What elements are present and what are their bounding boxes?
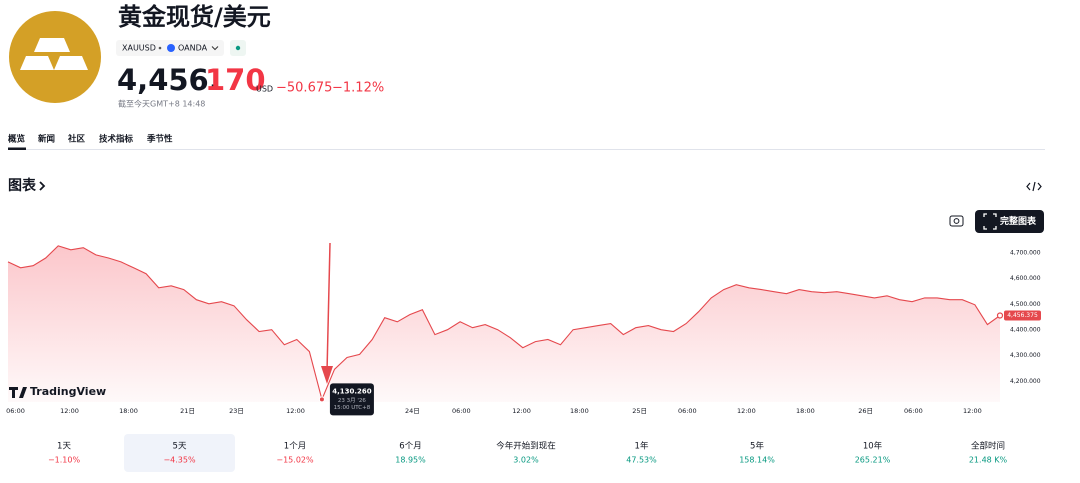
- embed-button[interactable]: [1026, 181, 1042, 192]
- x-tick-label: 26日: [858, 407, 873, 415]
- tooltip-value: 4,130.260: [332, 387, 372, 395]
- tab[interactable]: 概览: [8, 134, 26, 145]
- exchange-name: OANDA: [178, 44, 208, 53]
- x-tick-label: 24日: [405, 407, 420, 415]
- price-main: 4,456.: [117, 63, 220, 97]
- price-decimals: 170: [205, 63, 266, 97]
- price-change: −50.675: [276, 81, 332, 96]
- tab-bar: 概览 新闻 社区 技术指标 季节性: [8, 134, 173, 145]
- x-tick-label: 12:00: [512, 407, 531, 415]
- period-label[interactable]: 6个月: [399, 442, 421, 452]
- tab[interactable]: 季节性: [146, 134, 173, 145]
- x-tick-label: 21日: [180, 407, 195, 415]
- period-label[interactable]: 今年开始到现在: [496, 441, 556, 452]
- period-label[interactable]: 10年: [863, 441, 883, 452]
- active-tab-underline: [8, 147, 26, 150]
- y-tick-label: 4,200.000: [1010, 378, 1041, 385]
- period-change[interactable]: 3.02%: [513, 456, 539, 465]
- price-currency: USD: [256, 85, 273, 94]
- snapshot-button[interactable]: [949, 215, 964, 227]
- full-chart-label[interactable]: 完整图表: [1000, 215, 1037, 227]
- price-change-percent: −1.12%: [332, 81, 384, 96]
- x-tick-label: 06:00: [904, 407, 923, 415]
- annotation-arrow: [321, 242, 333, 384]
- tooltip-point: [318, 396, 325, 403]
- full-chart-button[interactable]: [975, 210, 1044, 233]
- tooltip-box: [329, 383, 374, 416]
- market-open-dot: [235, 45, 241, 51]
- period-change[interactable]: 18.95%: [395, 456, 426, 465]
- period-change[interactable]: 265.21%: [855, 456, 891, 465]
- x-tick-label: 12:00: [737, 407, 756, 415]
- last-point: [996, 312, 1004, 319]
- x-tick-label: 23日: [229, 407, 244, 415]
- period-change[interactable]: −4.35%: [163, 456, 196, 465]
- y-tick-label: 4,700.000: [1010, 249, 1041, 256]
- selected-period-bg: [124, 434, 235, 472]
- last-price-tag: [1004, 310, 1041, 321]
- x-tick-label: 06:00: [6, 407, 25, 415]
- x-tick-label: 25日: [632, 407, 647, 415]
- period-label[interactable]: 5天: [173, 442, 187, 452]
- period-change[interactable]: −15.02%: [276, 456, 314, 465]
- period-label[interactable]: 1天: [57, 442, 71, 452]
- symbol-logo: [9, 11, 101, 103]
- tab[interactable]: 技术指标: [99, 134, 134, 145]
- x-tick-label: 06:00: [678, 407, 697, 415]
- x-tick-label: 12:00: [286, 407, 305, 415]
- chart: 4,200.000 4,300.000 4,400.000 4,500.000 4,60…: [6, 245, 1041, 416]
- dropdown-chevron[interactable]: [211, 46, 219, 51]
- period-label[interactable]: 5年: [750, 441, 764, 452]
- period-change[interactable]: 21.48 K%: [969, 456, 1008, 465]
- last-price-label: 4,456.375: [1007, 312, 1038, 319]
- y-tick-label: 4,400.000: [1010, 327, 1041, 334]
- fullscreen-icon: [983, 213, 997, 230]
- section-chevron[interactable]: [39, 181, 46, 191]
- period-change[interactable]: −1.10%: [48, 456, 81, 465]
- x-tick-label: 18:00: [119, 407, 138, 415]
- y-tick-label: 4,500.000: [1010, 301, 1041, 308]
- tooltip-date: 23 3月 '26: [338, 397, 367, 404]
- tooltip-time: 15:00 UTC+8: [334, 405, 371, 411]
- gold-bars-icon: [20, 38, 88, 70]
- period-label[interactable]: 全部时间: [971, 441, 1005, 452]
- symbol-code: XAUUSD: [122, 44, 156, 53]
- exchange-icon: [167, 44, 175, 52]
- tab[interactable]: 新闻: [38, 134, 55, 145]
- separator-dot: [158, 46, 162, 50]
- x-tick-label: 18:00: [796, 407, 815, 415]
- x-tick-label: 12:00: [60, 407, 79, 415]
- area-fill: [8, 245, 1000, 402]
- price-line: [7, 245, 1001, 402]
- brand-name: TradingView: [30, 385, 106, 398]
- tradingview-logo: [9, 387, 27, 398]
- period-row: 1天 −1.10% 5天 −4.35% 1个月 −15.02% 6个月 18.95% 今年开始到…: [48, 441, 1008, 465]
- x-tick-label: 18:00: [570, 407, 589, 415]
- period-label[interactable]: 1年: [635, 441, 649, 452]
- y-tick-label: 4,300.000: [1010, 352, 1041, 359]
- as-of-time: 截至今天GMT+8 14:48: [118, 99, 205, 109]
- period-change[interactable]: 158.14%: [739, 456, 775, 465]
- period-label[interactable]: 1个月: [284, 442, 306, 452]
- symbol-title: 黄金现货/美元: [118, 3, 271, 31]
- y-tick-label: 4,600.000: [1010, 275, 1041, 282]
- section-title[interactable]: 图表: [8, 177, 37, 194]
- x-tick-label: 12:00: [963, 407, 982, 415]
- period-change[interactable]: 47.53%: [626, 456, 657, 465]
- x-tick-label: 06:00: [452, 407, 471, 415]
- tab[interactable]: 社区: [67, 134, 86, 145]
